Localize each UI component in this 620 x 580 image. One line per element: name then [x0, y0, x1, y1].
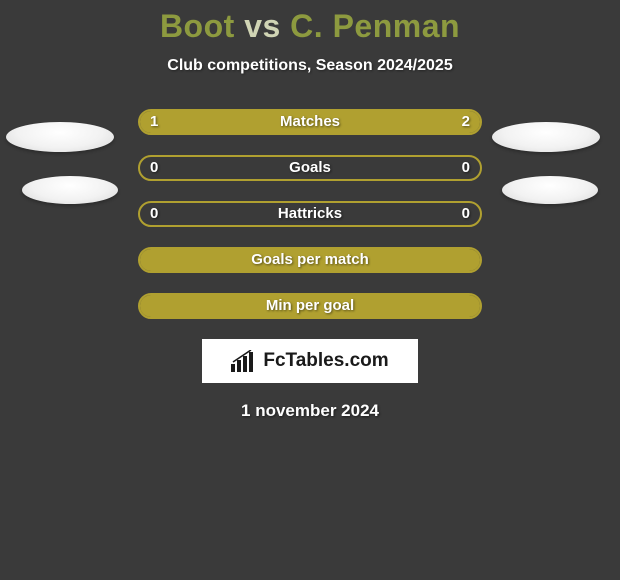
player1-name: Boot — [160, 8, 235, 44]
stat-bar: 00Hattricks — [138, 201, 482, 227]
stat-bar: 12Matches — [138, 109, 482, 135]
subtitle: Club competitions, Season 2024/2025 — [0, 57, 620, 75]
stat-bar: 00Goals — [138, 155, 482, 181]
stat-label: Goals — [140, 157, 480, 179]
stat-bar: Min per goal — [138, 293, 482, 319]
stat-row: Goals per match — [0, 247, 620, 273]
player-photo-placeholder — [502, 176, 598, 204]
player-photo-placeholder — [6, 122, 114, 152]
chart-bars-icon — [231, 350, 257, 372]
vs-text: vs — [244, 8, 281, 44]
player-photo-placeholder — [22, 176, 118, 204]
stat-row: 00Hattricks — [0, 201, 620, 227]
player2-name: C. Penman — [290, 8, 460, 44]
watermark: FcTables.com — [202, 339, 418, 383]
page-title: Boot vs C. Penman — [0, 0, 620, 45]
stat-label: Min per goal — [140, 295, 480, 317]
watermark-text: FcTables.com — [263, 350, 388, 372]
date-label: 1 november 2024 — [0, 401, 620, 421]
stat-label: Goals per match — [140, 249, 480, 271]
stat-label: Matches — [140, 111, 480, 133]
stat-label: Hattricks — [140, 203, 480, 225]
stat-bar: Goals per match — [138, 247, 482, 273]
player-photo-placeholder — [492, 122, 600, 152]
stat-row: Min per goal — [0, 293, 620, 319]
